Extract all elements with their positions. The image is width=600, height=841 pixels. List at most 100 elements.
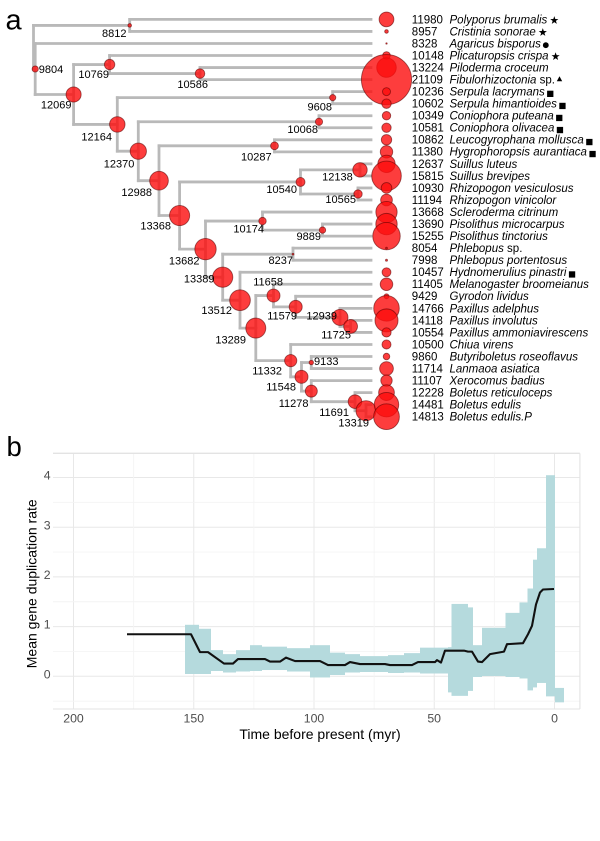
svg-text:8957: 8957	[412, 26, 438, 38]
svg-text:12069: 12069	[41, 99, 72, 111]
svg-text:11691: 11691	[319, 407, 349, 419]
svg-text:12939: 12939	[306, 310, 337, 322]
svg-text:10068: 10068	[287, 124, 318, 136]
svg-text:7998: 7998	[412, 255, 438, 267]
svg-text:8812: 8812	[102, 28, 126, 40]
svg-text:9860: 9860	[412, 351, 438, 363]
svg-text:Serpula lacrymans: Serpula lacrymans	[450, 87, 545, 99]
svg-text:10148: 10148	[412, 50, 444, 62]
svg-text:Rhizopogon vinicolor: Rhizopogon vinicolor	[450, 195, 558, 207]
svg-text:3: 3	[44, 518, 51, 532]
svg-text:Plicaturopsis crispa: Plicaturopsis crispa	[450, 50, 549, 62]
svg-text:Phlebopus sp.: Phlebopus sp.	[450, 243, 523, 255]
svg-text:11194: 11194	[412, 195, 443, 207]
svg-text:Rhizopogon vesiculosus: Rhizopogon vesiculosus	[450, 183, 574, 195]
svg-text:12138: 12138	[322, 172, 353, 184]
svg-text:Suillus brevipes: Suillus brevipes	[450, 171, 531, 183]
svg-text:11980: 11980	[412, 14, 443, 26]
svg-text:Xerocomus badius: Xerocomus badius	[449, 376, 545, 388]
svg-text:14766: 14766	[412, 303, 444, 315]
svg-text:9804: 9804	[39, 64, 63, 76]
svg-text:Hygrophoropsis aurantiaca: Hygrophoropsis aurantiaca	[450, 147, 587, 159]
svg-text:Fibulorhizoctonia sp.: Fibulorhizoctonia sp.	[450, 75, 555, 87]
svg-text:21109: 21109	[412, 75, 443, 87]
svg-text:10236: 10236	[412, 87, 444, 99]
svg-text:10554: 10554	[412, 327, 445, 339]
svg-text:12637: 12637	[412, 159, 444, 171]
svg-text:11405: 11405	[412, 279, 443, 291]
svg-text:Butyriboletus roseoflavus: Butyriboletus roseoflavus	[450, 351, 579, 363]
svg-text:11579: 11579	[267, 310, 297, 322]
svg-text:10565: 10565	[325, 194, 356, 206]
svg-text:10457: 10457	[412, 267, 444, 279]
svg-text:Leucogyrophana mollusca: Leucogyrophana mollusca	[450, 135, 584, 147]
svg-text:15255: 15255	[412, 231, 444, 243]
svg-text:Chiua virens: Chiua virens	[450, 339, 514, 351]
svg-text:Pisolithus microcarpus: Pisolithus microcarpus	[450, 219, 565, 231]
svg-text:15815: 15815	[412, 171, 444, 183]
svg-text:13668: 13668	[412, 207, 444, 219]
svg-text:10174: 10174	[233, 223, 264, 235]
svg-text:Paxillus adelphus: Paxillus adelphus	[450, 303, 540, 315]
svg-text:4: 4	[44, 469, 51, 483]
svg-text:11380: 11380	[412, 147, 443, 159]
svg-text:11658: 11658	[253, 276, 283, 288]
svg-text:10540: 10540	[266, 184, 297, 196]
svg-text:50: 50	[427, 711, 441, 725]
svg-text:8328: 8328	[412, 38, 438, 50]
svg-text:14813: 14813	[412, 412, 444, 424]
svg-text:14481: 14481	[412, 400, 444, 412]
svg-text:Time before present (myr): Time before present (myr)	[239, 726, 400, 742]
svg-text:10862: 10862	[412, 135, 444, 147]
svg-text:12164: 12164	[81, 131, 112, 143]
svg-text:Boletus edulis: Boletus edulis	[450, 400, 522, 412]
svg-text:10287: 10287	[241, 151, 272, 163]
svg-text:13682: 13682	[169, 256, 200, 268]
svg-text:8054: 8054	[412, 243, 438, 255]
svg-text:8237: 8237	[269, 255, 293, 267]
svg-text:10349: 10349	[412, 111, 444, 123]
svg-text:14118: 14118	[412, 315, 443, 327]
svg-text:10586: 10586	[177, 79, 208, 91]
svg-text:1: 1	[44, 618, 51, 632]
svg-text:9429: 9429	[412, 291, 438, 303]
svg-text:12370: 12370	[104, 158, 135, 170]
svg-text:Coniophora olivacea: Coniophora olivacea	[450, 123, 555, 135]
svg-text:10602: 10602	[412, 99, 444, 111]
svg-text:Hydnomerulius pinastri: Hydnomerulius pinastri	[450, 267, 567, 279]
svg-text:10930: 10930	[412, 183, 444, 195]
svg-text:Agaricus bisporus: Agaricus bisporus	[449, 38, 542, 50]
svg-text:10769: 10769	[78, 69, 109, 81]
svg-text:Mean gene duplication rate: Mean gene duplication rate	[23, 499, 39, 668]
svg-text:13690: 13690	[412, 219, 444, 231]
svg-text:11107: 11107	[412, 376, 442, 388]
svg-text:Serpula himantioides: Serpula himantioides	[450, 99, 558, 111]
svg-text:12228: 12228	[412, 388, 444, 400]
svg-text:200: 200	[63, 711, 84, 725]
svg-text:100: 100	[304, 711, 325, 725]
svg-text:Polyporus brumalis: Polyporus brumalis	[450, 14, 548, 26]
svg-text:11548: 11548	[266, 381, 296, 393]
svg-text:13368: 13368	[140, 220, 171, 232]
svg-text:11725: 11725	[321, 329, 351, 341]
svg-text:Boletus edulis.P: Boletus edulis.P	[450, 412, 533, 424]
svg-text:Scleroderma citrinum: Scleroderma citrinum	[450, 207, 559, 219]
svg-text:Pisolithus tinctorius: Pisolithus tinctorius	[450, 231, 549, 243]
svg-text:Phlebopus portentosus: Phlebopus portentosus	[450, 255, 568, 267]
svg-text:0: 0	[44, 667, 51, 681]
svg-text:Piloderma croceum: Piloderma croceum	[450, 63, 549, 75]
svg-text:Lanmaoa asiatica: Lanmaoa asiatica	[450, 364, 540, 376]
svg-text:b: b	[7, 431, 22, 462]
svg-text:Cristinia sonorae: Cristinia sonorae	[450, 26, 536, 38]
svg-text:a: a	[6, 4, 23, 36]
svg-text:13389: 13389	[184, 273, 215, 285]
svg-text:13224: 13224	[412, 63, 445, 75]
svg-text:150: 150	[184, 711, 205, 725]
svg-text:Paxillus involutus: Paxillus involutus	[450, 315, 538, 327]
svg-text:13319: 13319	[338, 418, 369, 430]
svg-text:2: 2	[44, 568, 51, 582]
svg-text:Paxillus ammoniavirescens: Paxillus ammoniavirescens	[450, 327, 589, 339]
svg-text:11278: 11278	[279, 398, 309, 410]
svg-text:9889: 9889	[297, 231, 321, 243]
svg-text:Gyrodon lividus: Gyrodon lividus	[450, 291, 530, 303]
